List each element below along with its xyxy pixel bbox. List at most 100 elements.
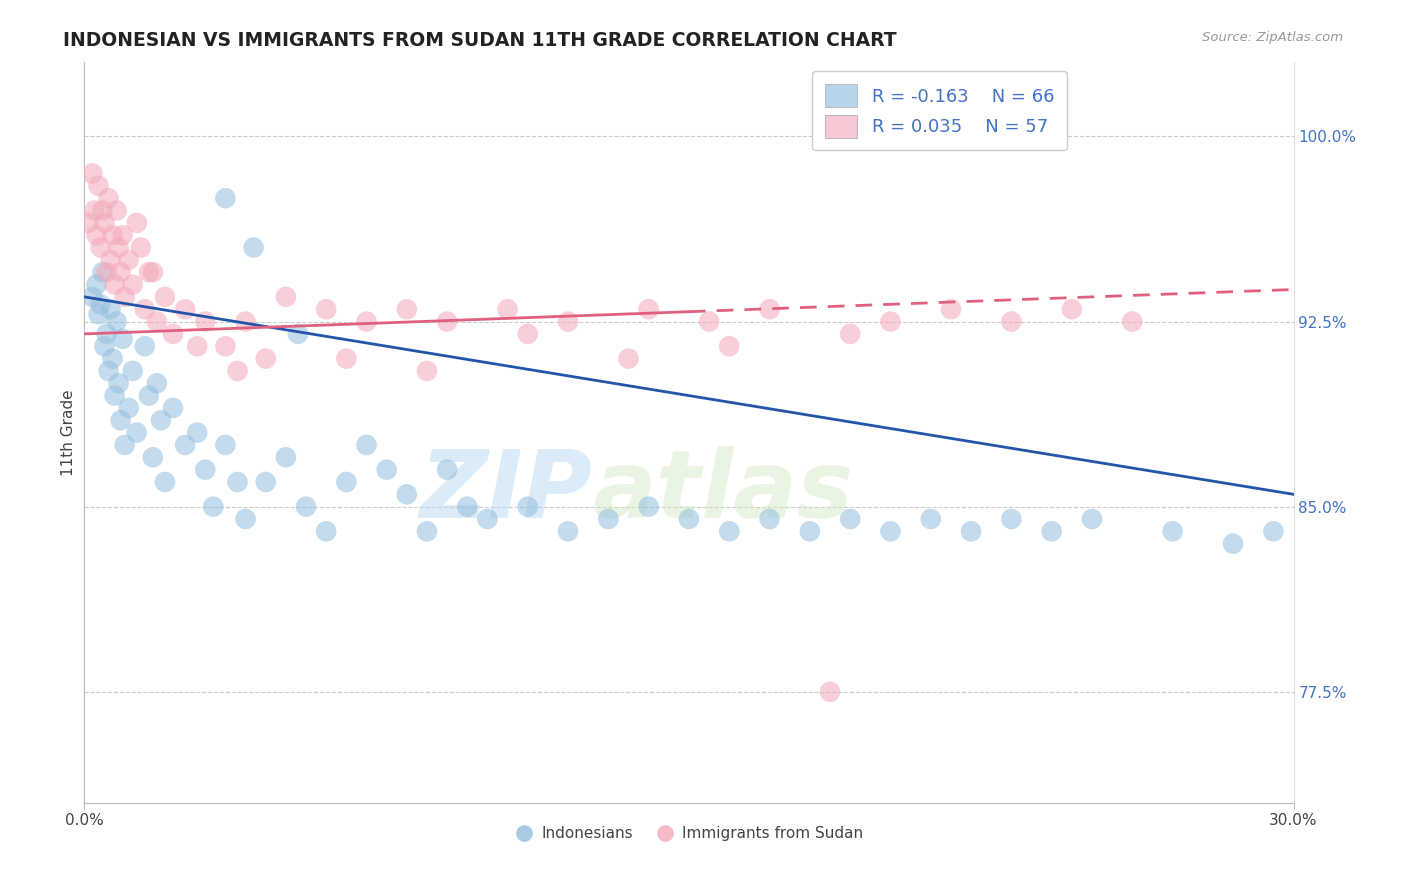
Point <box>516 500 538 514</box>
Point <box>100 252 122 267</box>
Point <box>1161 524 1184 539</box>
Point <box>134 339 156 353</box>
Point <box>315 302 337 317</box>
Point <box>818 684 841 698</box>
Point <box>101 351 124 366</box>
Point <box>395 302 418 317</box>
Point <box>194 314 217 328</box>
Point <box>86 228 108 243</box>
Point <box>129 240 152 254</box>
Point <box>125 216 148 230</box>
Point <box>315 524 337 539</box>
Point <box>477 512 499 526</box>
Point <box>1000 512 1022 526</box>
Point <box>125 425 148 440</box>
Point <box>110 413 132 427</box>
Point <box>235 512 257 526</box>
Point <box>287 326 309 341</box>
Point <box>879 314 901 328</box>
Point <box>77 216 100 230</box>
Point <box>114 438 136 452</box>
Point <box>1081 512 1104 526</box>
Point <box>718 524 741 539</box>
Point <box>758 302 780 317</box>
Point <box>335 475 357 489</box>
Point <box>254 351 277 366</box>
Point <box>82 290 104 304</box>
Legend: Indonesians, Immigrants from Sudan: Indonesians, Immigrants from Sudan <box>509 820 869 847</box>
Point <box>153 475 176 489</box>
Point <box>214 191 236 205</box>
Point <box>97 191 120 205</box>
Point <box>356 314 378 328</box>
Point <box>598 512 620 526</box>
Point <box>416 524 439 539</box>
Point <box>637 302 659 317</box>
Point <box>91 265 114 279</box>
Point <box>134 302 156 317</box>
Point <box>93 339 115 353</box>
Point <box>295 500 318 514</box>
Point <box>121 364 143 378</box>
Point <box>96 326 118 341</box>
Point <box>274 450 297 465</box>
Point <box>254 475 277 489</box>
Point <box>557 524 579 539</box>
Point <box>516 326 538 341</box>
Point <box>678 512 700 526</box>
Point <box>142 265 165 279</box>
Point <box>174 438 197 452</box>
Point <box>1121 314 1143 328</box>
Point <box>153 290 176 304</box>
Point <box>114 290 136 304</box>
Point <box>375 462 398 476</box>
Point <box>1222 536 1244 550</box>
Point <box>101 228 124 243</box>
Point <box>118 401 141 415</box>
Point <box>839 512 862 526</box>
Point <box>97 364 120 378</box>
Point <box>436 314 458 328</box>
Point <box>89 240 111 254</box>
Point <box>105 314 128 328</box>
Point <box>111 228 134 243</box>
Point <box>104 388 127 402</box>
Point <box>111 332 134 346</box>
Point <box>1040 524 1063 539</box>
Point <box>416 364 439 378</box>
Point <box>557 314 579 328</box>
Point <box>110 265 132 279</box>
Point <box>138 388 160 402</box>
Point <box>146 314 169 328</box>
Point <box>920 512 942 526</box>
Point <box>162 401 184 415</box>
Point <box>138 265 160 279</box>
Text: Source: ZipAtlas.com: Source: ZipAtlas.com <box>1202 31 1343 45</box>
Point <box>214 438 236 452</box>
Point <box>96 265 118 279</box>
Point <box>436 462 458 476</box>
Point <box>214 339 236 353</box>
Point <box>1060 302 1083 317</box>
Point <box>121 277 143 292</box>
Point <box>162 326 184 341</box>
Point <box>202 500 225 514</box>
Point <box>496 302 519 317</box>
Point <box>356 438 378 452</box>
Point <box>1000 314 1022 328</box>
Point <box>82 166 104 180</box>
Point <box>242 240 264 254</box>
Point <box>149 413 172 427</box>
Point <box>83 203 105 218</box>
Point <box>637 500 659 514</box>
Point <box>697 314 720 328</box>
Text: atlas: atlas <box>592 446 853 538</box>
Point <box>617 351 640 366</box>
Point <box>186 425 208 440</box>
Point <box>91 203 114 218</box>
Point <box>879 524 901 539</box>
Point <box>718 339 741 353</box>
Point <box>274 290 297 304</box>
Point <box>87 178 110 193</box>
Point <box>174 302 197 317</box>
